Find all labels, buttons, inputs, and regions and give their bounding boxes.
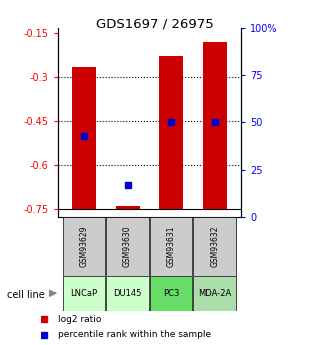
Bar [63, 276, 105, 310]
Text: log2 ratio: log2 ratio [58, 315, 101, 324]
Bar [150, 217, 192, 276]
Bar [106, 276, 149, 310]
Text: percentile rank within the sample: percentile rank within the sample [58, 330, 211, 339]
Text: GSM93632: GSM93632 [210, 226, 219, 267]
Text: GSM93630: GSM93630 [123, 226, 132, 267]
Bar [193, 217, 236, 276]
Bar [193, 276, 236, 310]
Text: GDS1697 / 26975: GDS1697 / 26975 [96, 17, 214, 30]
Text: cell line: cell line [7, 290, 44, 300]
Text: PC3: PC3 [163, 289, 179, 298]
Bar [203, 42, 227, 209]
Bar [72, 67, 96, 209]
Bar [106, 217, 149, 276]
Bar [150, 276, 192, 310]
Text: GSM93631: GSM93631 [167, 226, 176, 267]
Text: LNCaP: LNCaP [70, 289, 97, 298]
Text: MDA-2A: MDA-2A [198, 289, 231, 298]
Bar [63, 217, 105, 276]
Bar [115, 206, 140, 209]
Text: DU145: DU145 [113, 289, 142, 298]
Text: GSM93629: GSM93629 [80, 226, 88, 267]
Bar [159, 56, 183, 209]
